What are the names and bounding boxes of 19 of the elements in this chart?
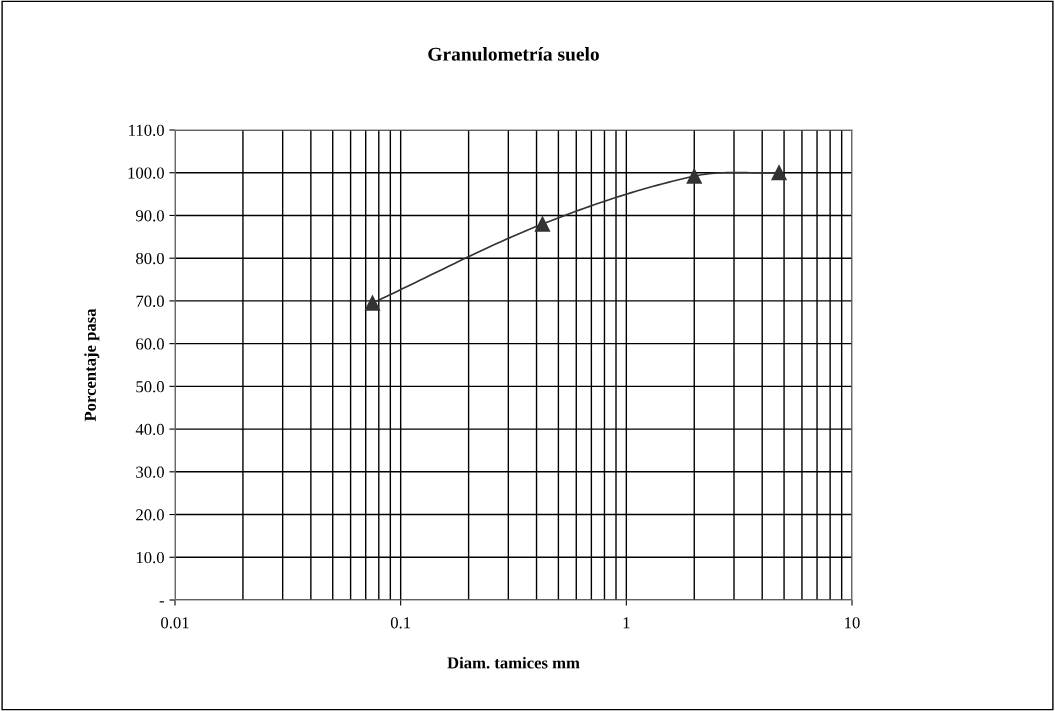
y-axis-title: Porcentaje pasa	[84, 308, 100, 422]
y-tick-label: 70.0	[136, 295, 164, 307]
x-tick-label: 10	[845, 617, 860, 629]
chart-title: Granulometría suelo	[428, 47, 599, 61]
y-tick-label: 40.0	[135, 423, 164, 436]
y-tick-label: 10.0	[136, 551, 164, 564]
x-tick-label: 0.01	[161, 617, 189, 629]
y-tick-label: 80.0	[136, 252, 164, 265]
y-tick-label: -	[159, 601, 164, 603]
y-tick-label: 100.0	[128, 167, 164, 179]
y-tick-label: 90.0	[135, 210, 164, 222]
y-tick-label: 30.0	[136, 466, 164, 478]
x-axis-title: Diam. tamices mm	[447, 656, 580, 669]
x-tick-label: 0.1	[390, 617, 411, 629]
x-tick-label: 1	[623, 617, 630, 629]
y-tick-label: 50.0	[136, 381, 164, 393]
y-tick-label: 60.0	[136, 338, 164, 350]
y-tick-label: 110.0	[129, 124, 164, 137]
y-tick-label: 20.0	[136, 509, 164, 521]
